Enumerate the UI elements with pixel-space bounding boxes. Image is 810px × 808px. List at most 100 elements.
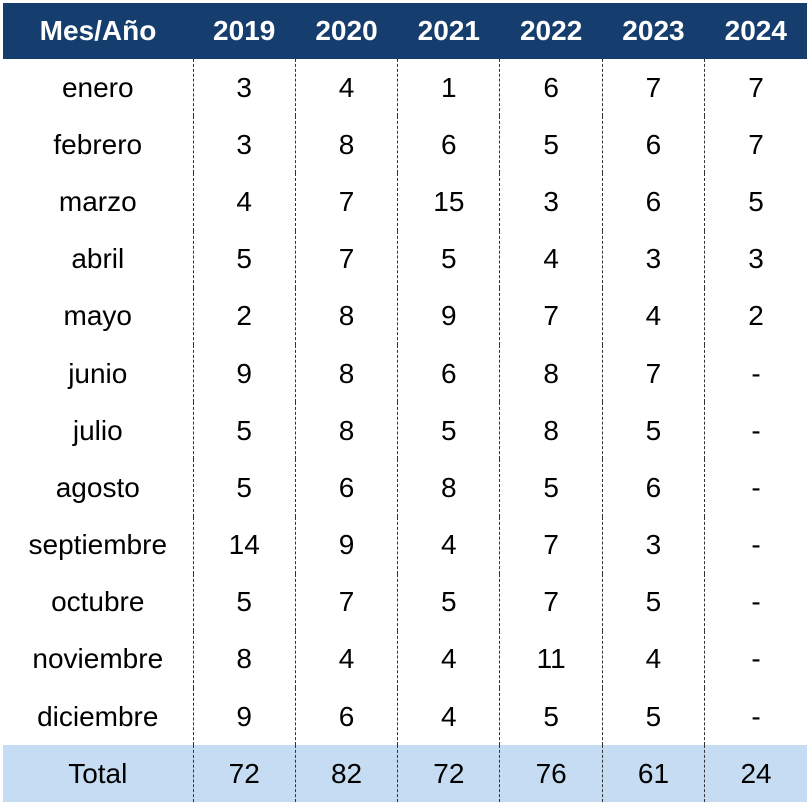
value-cell: 6 (499, 59, 603, 117)
value-cell: 9 (192, 688, 296, 746)
value-cell: 5 (192, 459, 296, 517)
value-cell: 8 (192, 630, 296, 689)
value-cell: 6 (294, 459, 398, 517)
table-header: Mes/Año 2019 2020 2021 2022 2023 2024 (3, 3, 807, 59)
value-cell: 7 (294, 230, 398, 288)
total-row: Total 72 82 72 76 61 24 (3, 745, 807, 803)
month-cell: marzo (58, 185, 137, 217)
value-cell: - (704, 630, 807, 689)
header-year: 2019 (193, 3, 296, 59)
value-cell: 9 (192, 344, 296, 403)
value-cell: 7 (704, 116, 807, 174)
header-row: Mes/Año 2019 2020 2021 2022 2023 2024 (3, 3, 807, 59)
month-cell: octubre (51, 586, 145, 618)
value-cell: 2 (704, 287, 807, 345)
header-year: 2023 (602, 3, 705, 59)
value-cell: 7 (294, 173, 398, 231)
value-cell: - (704, 516, 807, 574)
month-cell: febrero (53, 128, 143, 160)
value-cell: 5 (499, 459, 603, 517)
month-cell: diciembre (37, 700, 159, 732)
total-cell: 61 (601, 745, 705, 803)
value-cell: 4 (397, 688, 500, 746)
total-cell: 82 (294, 745, 398, 803)
value-cell: 8 (397, 459, 500, 517)
value-cell: 8 (499, 344, 603, 403)
value-cell: 3 (601, 516, 705, 574)
header-month-year: Mes/Año (3, 3, 194, 59)
value-cell: 8 (499, 402, 603, 460)
value-cell: 1 (397, 59, 500, 117)
total-cell: 72 (397, 745, 500, 803)
value-cell: 8 (294, 116, 398, 174)
value-cell: - (704, 688, 807, 746)
value-cell: 2 (192, 287, 296, 345)
value-cell: 6 (294, 688, 398, 746)
table-row: febrero 3 8 6 5 6 7 (3, 116, 807, 174)
value-cell: 3 (192, 59, 296, 117)
value-cell: - (704, 344, 807, 403)
value-cell: - (704, 573, 807, 631)
total-cell: 76 (499, 745, 603, 803)
month-cell: abril (71, 243, 125, 275)
total-cell: 24 (704, 745, 807, 803)
value-cell: 8 (294, 402, 398, 460)
value-cell: 4 (294, 630, 398, 689)
value-cell: 4 (397, 630, 500, 689)
month-cell: agosto (55, 471, 140, 503)
value-cell: 5 (601, 688, 705, 746)
value-cell: 5 (601, 573, 705, 631)
value-cell: 7 (294, 573, 398, 631)
table-row: mayo 2 8 9 7 4 2 (3, 287, 807, 345)
table-row: diciembre 9 6 4 5 5- (3, 688, 807, 746)
value-cell: 7 (704, 59, 807, 117)
value-cell: 4 (397, 516, 500, 574)
value-cell: 7 (499, 516, 603, 574)
value-cell: 4 (601, 630, 705, 689)
value-cell: 5 (601, 402, 705, 460)
month-cell: noviembre (32, 643, 164, 675)
table-row: septiembre 14 9 4 7 3- (3, 516, 807, 574)
value-cell: 14 (192, 516, 296, 574)
value-cell: 3 (192, 116, 296, 174)
value-cell: 7 (601, 344, 705, 403)
header-year: 2020 (295, 3, 398, 59)
value-cell: 5 (704, 173, 807, 231)
value-cell: 5 (499, 116, 603, 174)
value-cell: 8 (294, 287, 398, 345)
monthly-yearly-table: Mes/Año 2019 2020 2021 2022 2023 2024 en… (3, 3, 807, 803)
value-cell: - (704, 459, 807, 517)
value-cell: 5 (397, 402, 500, 460)
table-row: marzo 4 7 15 3 6 5 (3, 173, 807, 231)
value-cell: 9 (397, 287, 500, 345)
value-cell: 9 (294, 516, 398, 574)
table-row: junio 9 8 6 8 7- (3, 344, 807, 403)
value-cell: 5 (397, 230, 500, 288)
value-cell: 11 (499, 630, 603, 689)
value-cell: 3 (704, 230, 807, 288)
month-cell: enero (61, 71, 134, 103)
table-row: abril 5 7 5 4 3 3 (3, 230, 807, 288)
value-cell: 3 (499, 173, 603, 231)
month-cell: junio (68, 357, 128, 389)
table-body: enero 3 4 1 6 7 7 febrero 3 8 6 5 6 7 marzo 4 7 15 3 6 5 abri… (3, 59, 807, 746)
value-cell: 4 (601, 287, 705, 345)
table-row: enero 3 4 1 6 7 7 (3, 59, 807, 117)
value-cell: 6 (397, 116, 500, 174)
table-row: agosto 5 6 8 5 6- (3, 459, 807, 517)
total-cell: 72 (192, 745, 296, 803)
value-cell: 4 (192, 173, 296, 231)
value-cell: 5 (192, 573, 296, 631)
value-cell: 6 (601, 116, 705, 174)
table-row: noviembre 8 4 4 11 4- (3, 630, 807, 689)
header-year: 2021 (397, 3, 500, 59)
month-cell: julio (72, 414, 123, 446)
value-cell: 4 (499, 230, 603, 288)
value-cell: 4 (294, 59, 398, 117)
header-year: 2024 (704, 3, 807, 59)
table-row: octubre 5 7 5 7 5- (3, 573, 807, 631)
value-cell: - (704, 402, 807, 460)
value-cell: 6 (601, 173, 705, 231)
value-cell: 5 (397, 573, 500, 631)
value-cell: 5 (192, 402, 296, 460)
